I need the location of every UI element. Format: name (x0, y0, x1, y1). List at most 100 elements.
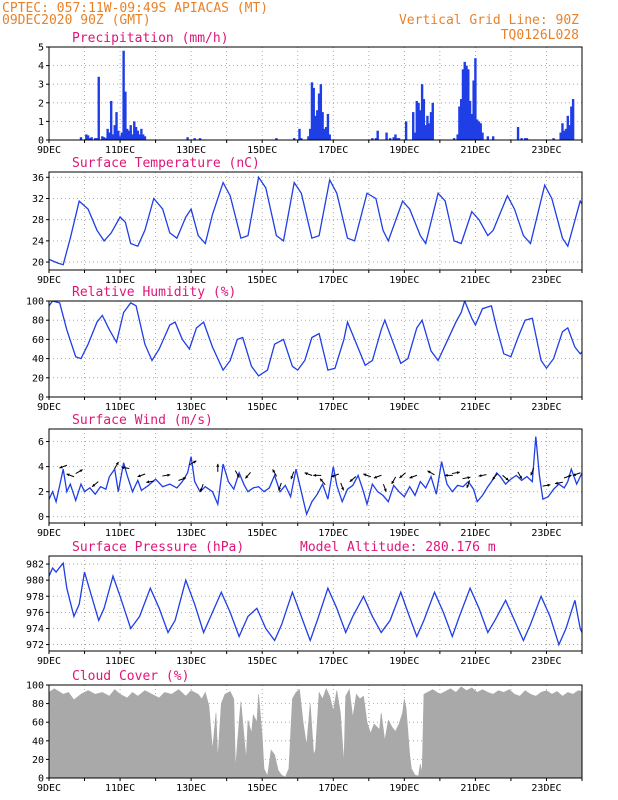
wind-arrow-head (59, 465, 63, 469)
precip-bar (397, 138, 401, 140)
precip-bar (452, 138, 456, 140)
precip-ytick-label: 5 (38, 43, 44, 54)
press-ytick-label: 978 (26, 592, 44, 603)
precip-bar (124, 91, 127, 140)
rh-ytick-label: 20 (32, 373, 44, 384)
wind-arrow-head (115, 461, 119, 466)
precip-bar (93, 138, 97, 140)
precip-bar (479, 123, 482, 140)
wind-arrow-head (313, 473, 317, 477)
press-ytick-label: 982 (26, 560, 44, 571)
wind-arrow-head (409, 475, 413, 479)
wind-arrow-head (331, 474, 335, 478)
precip-bar (324, 126, 328, 140)
precip-bar (113, 125, 116, 140)
wind-arrow-head (304, 472, 308, 476)
precip-bar (417, 102, 420, 140)
precip-bar (275, 138, 278, 140)
temp-ytick-label: 32 (32, 194, 44, 205)
precip-bar (108, 132, 111, 140)
wind-arrow-head (92, 483, 96, 487)
temp-title: Surface Temperature (nC) (72, 156, 260, 171)
precip-bar (90, 137, 93, 140)
precip-bar (127, 130, 131, 140)
precip-bar (420, 84, 424, 140)
precip-bar (298, 128, 301, 140)
precip-bar (122, 50, 125, 140)
cloud-ytick-label: 60 (32, 718, 44, 729)
precip-bar (523, 138, 527, 140)
wind-arrow-head (193, 460, 197, 464)
precip-bar (525, 138, 529, 140)
precip-bar (120, 132, 124, 140)
rh-panel: 0 20 40 60 80 100 9DEC 11DEC 13DEC 15DEC 17DEC 19DE… (26, 285, 583, 413)
rh-xtick-label: 15DEC (247, 402, 277, 413)
precip-bar (118, 136, 122, 140)
cloud-xtick-label: 15DEC (247, 783, 277, 794)
wind-arrow-head (182, 477, 186, 481)
wind-title: Surface Wind (m/s) (72, 413, 213, 428)
wind-ytick-label: 2 (38, 487, 44, 498)
wind-arrow-head (146, 480, 150, 484)
precip-bar (426, 115, 429, 140)
wind-arrow-head (547, 483, 551, 487)
temp-xtick-label: 15DEC (247, 275, 277, 286)
precip-ytick-label: 3 (38, 80, 44, 91)
precip-bar (472, 80, 475, 140)
cloud-xtick-label: 23DEC (531, 783, 561, 794)
precip-bar (564, 128, 568, 140)
wind-arrow-head (290, 476, 294, 480)
press-ytick-label: 980 (26, 576, 44, 587)
precip-bar (321, 112, 324, 140)
precip-bar (520, 138, 523, 140)
cloud-area (49, 686, 582, 778)
precip-bar (461, 69, 465, 140)
precip-bar (111, 134, 115, 140)
wind-xtick-label: 19DEC (389, 528, 419, 539)
wind-xtick-label: 21DEC (460, 528, 490, 539)
precip-bar (385, 132, 388, 140)
precip-bar (477, 121, 481, 140)
header-model: TQ0126L028 (501, 28, 579, 43)
temp-panel: 20 24 28 32 36 9DEC 11DEC 13DEC 15DEC 17DEC 19DEC 2… (32, 156, 583, 286)
precip-bar (104, 138, 108, 140)
wind-arrow-head (137, 474, 141, 478)
precip-bar (133, 121, 136, 140)
cloud-ytick-label: 20 (32, 755, 44, 766)
precip-bar (566, 115, 569, 140)
precip-bar (404, 121, 408, 140)
precip-bar (486, 136, 490, 140)
precip-bar (131, 134, 134, 140)
press-frame (48, 555, 583, 652)
wind-frame (48, 428, 583, 524)
precip-bar (312, 87, 315, 140)
press-xtick-label: 23DEC (531, 656, 561, 667)
rh-xtick-label: 9DEC (37, 402, 61, 413)
press-plot-area (49, 561, 582, 647)
press-xtick-label: 17DEC (318, 656, 348, 667)
precip-bar (310, 82, 314, 140)
wind-arrow-head (519, 475, 522, 479)
wind-xtick-label: 17DEC (318, 528, 348, 539)
wind-xtick-label: 9DEC (37, 528, 61, 539)
wind-xtick-label: 13DEC (176, 528, 206, 539)
temp-ytick-label: 24 (32, 236, 44, 247)
cloud-xtick-label: 9DEC (37, 783, 61, 794)
precip-bar (106, 128, 109, 140)
precip-bar (563, 130, 566, 140)
cloud-title: Cloud Cover (%) (72, 669, 189, 684)
precip-bar (85, 134, 88, 140)
press-xtick-label: 15DEC (247, 656, 277, 667)
wind-arrow-head (272, 469, 276, 473)
precip-bar (412, 112, 415, 140)
temp-xtick-label: 21DEC (460, 275, 490, 286)
press-xtick-label: 21DEC (460, 656, 490, 667)
precip-bar (95, 138, 99, 140)
wind-arrow-head (236, 474, 240, 478)
wind-arrow-head (373, 475, 378, 479)
precip-bar (424, 125, 427, 140)
precip-bar (431, 102, 434, 140)
precip-ytick-label: 0 (38, 136, 44, 147)
wind-arrow-head (478, 474, 482, 478)
